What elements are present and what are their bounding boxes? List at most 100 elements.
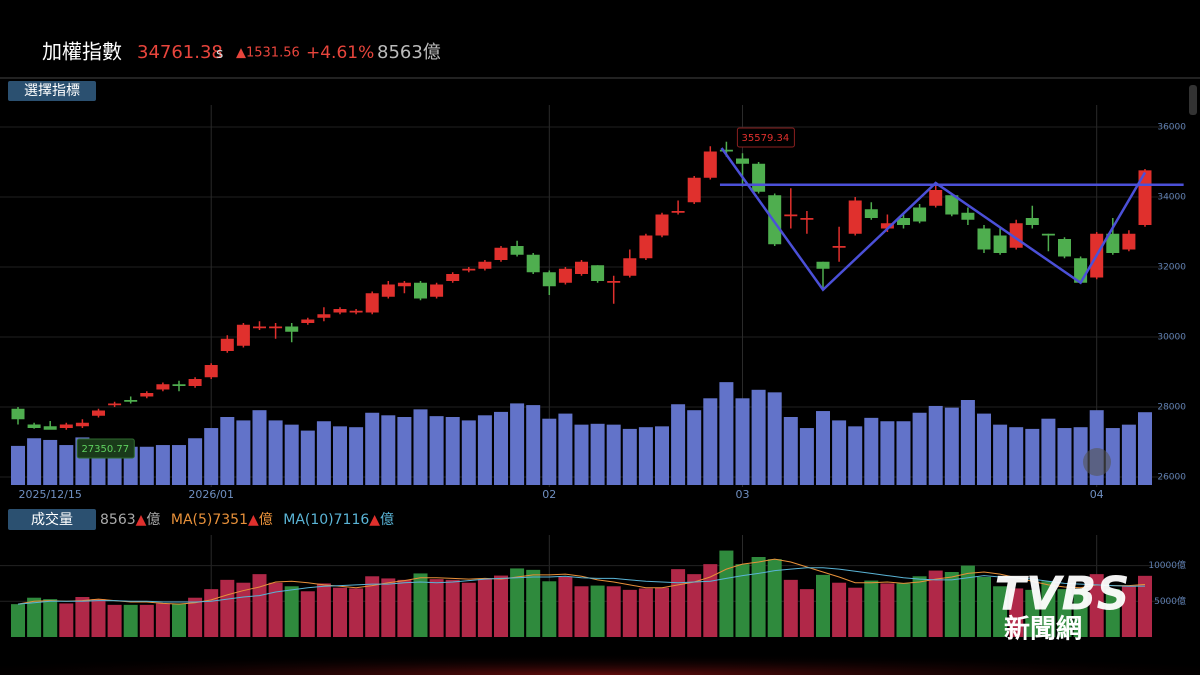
volume-overlay-bar (864, 417, 879, 485)
candle-body (526, 254, 540, 273)
candle-body (913, 207, 927, 222)
volume-bar (139, 604, 154, 637)
volume-bar (365, 576, 380, 637)
volume-overlay-bar (1121, 424, 1136, 485)
volume-overlay-bar (735, 398, 750, 485)
volume-overlay-bar (284, 424, 299, 485)
volume-overlay-bar (687, 410, 702, 485)
volume-overlay-bar (445, 417, 460, 485)
candle-body (1025, 218, 1039, 225)
volume-overlay-bar (622, 428, 637, 485)
w-pattern (720, 147, 1147, 292)
change-pct: +4.61% (306, 43, 374, 63)
candle-body (285, 326, 299, 332)
volume-bar (671, 569, 686, 637)
brand-logo: TVBS (994, 567, 1129, 621)
volume-bar (799, 589, 814, 637)
volume-bar (977, 577, 991, 637)
volume-overlay-bar (960, 400, 975, 485)
volume-bar (445, 579, 460, 637)
volume-overlay-bar (944, 407, 959, 485)
candle-body (1058, 239, 1071, 257)
candle-body (752, 163, 766, 192)
legend-text: MA(10)7116 (283, 512, 369, 528)
candle-body (188, 379, 202, 386)
price-suffix: s (216, 46, 223, 62)
volume-button[interactable] (8, 509, 96, 530)
volume-bar (687, 574, 702, 637)
volume-overlay-bar (977, 413, 991, 485)
volume-overlay-bar (204, 428, 219, 485)
zoom-icon[interactable] (1083, 448, 1111, 476)
candle-body (301, 319, 315, 323)
volume-overlay-bar (783, 417, 798, 485)
volume-bar (1105, 589, 1120, 637)
volume-bar (252, 574, 267, 637)
x-tick-label: 2026/01 (188, 488, 234, 501)
volume-overlay-bar (268, 420, 283, 485)
candle-body (236, 324, 250, 346)
volume-overlay-bar (397, 417, 412, 485)
candle-body (365, 293, 379, 313)
scroll-handle[interactable] (1189, 85, 1197, 115)
volume-overlay-bar (880, 421, 895, 485)
candle-body (124, 400, 138, 402)
volume-overlay-bar (574, 424, 589, 485)
volume-overlay-bar (300, 430, 315, 485)
candle-body (430, 284, 444, 297)
brand-subtitle: 新聞網 (1004, 614, 1082, 645)
volume-overlay-bar (236, 420, 251, 485)
volume-bar (349, 588, 364, 637)
volume-bar (526, 569, 541, 637)
ma-line (17, 567, 1146, 605)
volume-overlay-bar (1041, 418, 1056, 485)
candle-body (591, 265, 605, 281)
candle-body (784, 214, 798, 217)
volume-overlay-bar (1138, 412, 1152, 485)
volume-bar (91, 599, 106, 637)
volume-overlay-bar (542, 418, 557, 485)
volume-overlay-bar (558, 413, 573, 485)
candle-body (800, 218, 814, 220)
candle-body (719, 149, 733, 152)
indicator-button-label[interactable]: 選擇指標 (24, 83, 80, 99)
candle-body (204, 365, 218, 378)
candle-body (880, 223, 894, 229)
volume-bar (1138, 575, 1152, 637)
volume-bar (816, 574, 830, 637)
plot: 26000 28000 30000 32000 34000 36000 2025/12/15… (0, 105, 1186, 637)
x-tick-label: 2025/12/15 (18, 488, 81, 501)
y-tick-label: 30000 (1157, 333, 1186, 343)
candle-body (1041, 233, 1055, 236)
candle-body (848, 200, 862, 234)
volume-button-label[interactable]: 成交量 (31, 511, 73, 528)
change: ▲1531.56 (236, 46, 300, 61)
volume-bar (912, 576, 927, 637)
volume-overlay-bar (316, 421, 331, 485)
legend-unit: 億 (259, 512, 273, 528)
volume-bar (590, 585, 605, 637)
volume-overlay-bar (655, 426, 669, 485)
volume-bar (896, 583, 911, 637)
indicator-button[interactable] (8, 81, 96, 101)
volume-bar (268, 582, 283, 637)
legend-arrow: ▲ (369, 512, 380, 528)
candle-body (864, 209, 878, 218)
candle-body (671, 211, 685, 213)
candle-body (736, 158, 749, 164)
volume-bar (155, 603, 170, 637)
volume-bar (220, 579, 235, 637)
candle-body (1106, 233, 1120, 253)
candle-body (703, 151, 717, 178)
y-tick-label: 26000 (1157, 473, 1186, 483)
candle-body (349, 310, 363, 313)
volume-overlay-bar (494, 411, 508, 485)
candle-body (172, 384, 186, 386)
candle-body (381, 284, 395, 297)
volume-bar (1121, 586, 1136, 637)
volume-overlay-bar (477, 415, 492, 485)
legend-arrow: ▲ (136, 512, 147, 528)
volume-overlay-bar (590, 423, 605, 485)
volume-tick-label: 10000億 (1148, 559, 1186, 571)
volume-bar (510, 568, 525, 637)
